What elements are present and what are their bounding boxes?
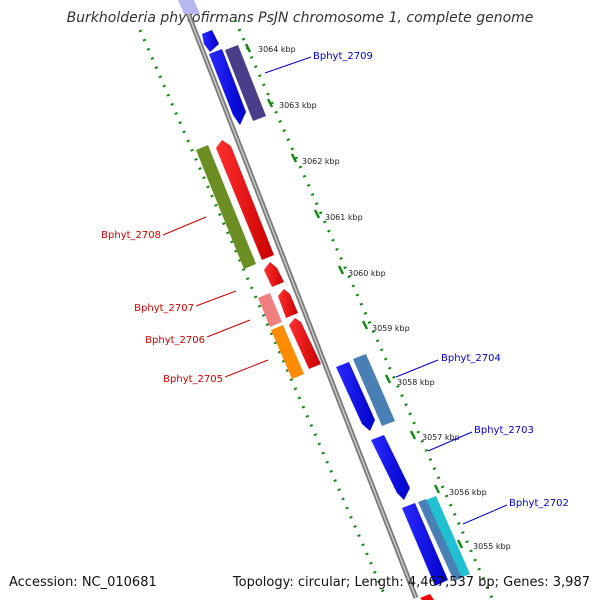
- gene-label-Bphyt_2706[interactable]: Bphyt_2706: [145, 335, 205, 346]
- gene-Bphyt_2703-bar[interactable]: [371, 435, 410, 500]
- gene-Bphyt_2705-bar[interactable]: [271, 325, 304, 379]
- gene-feature-top-blue[interactable]: [202, 30, 219, 52]
- tick-label-3060: 3060 kbp: [348, 269, 386, 278]
- gene-label-Bphyt_2704[interactable]: Bphyt_2704: [441, 353, 501, 364]
- gene-Bphyt_2707-bar[interactable]: [258, 293, 282, 327]
- tick-label-3058: 3058 kbp: [397, 378, 435, 387]
- leader-Bphyt_2705: [224, 359, 269, 378]
- gene-Bphyt_2704-bar[interactable]: [353, 354, 395, 426]
- gene-Bphyt_2709-bar[interactable]: [225, 45, 266, 121]
- kbp-ticks: [244, 43, 464, 549]
- tick-mark-3056: [433, 484, 441, 494]
- gene-label-Bphyt_2707[interactable]: Bphyt_2707: [134, 303, 194, 314]
- tick-mark-3059: [361, 320, 369, 330]
- leader-Bphyt_2703: [427, 431, 473, 452]
- leader-Bphyt_2704: [395, 359, 439, 378]
- gene-feature-blue-2709[interactable]: [209, 49, 246, 125]
- leader-Bphyt_2706: [206, 319, 251, 338]
- tick-mark-3055: [456, 539, 464, 549]
- leader-Bphyt_2707: [195, 290, 237, 307]
- tick-label-3061: 3061 kbp: [325, 213, 363, 222]
- tick-label-3055: 3055 kbp: [473, 542, 511, 551]
- gene-feature-top-faded[interactable]: [178, 0, 200, 14]
- gene-feature-red-2707[interactable]: [278, 289, 298, 318]
- tick-mark-3063: [266, 98, 274, 108]
- gene-Bphyt_2708-bar[interactable]: [196, 145, 256, 269]
- tick-label-3057: 3057 kbp: [422, 433, 460, 442]
- tick-mark-3057: [409, 430, 417, 440]
- leader-Bphyt_2708: [162, 216, 207, 236]
- tick-mark-3064: [244, 43, 252, 53]
- gene-Bphyt_2706-bar[interactable]: [289, 318, 321, 369]
- gene-label-Bphyt_2709[interactable]: Bphyt_2709: [313, 51, 373, 62]
- tick-label-3063: 3063 kbp: [279, 101, 317, 110]
- tick-mark-3061: [313, 209, 321, 219]
- gene-feature-small-red[interactable]: [264, 262, 284, 287]
- leader-Bphyt_2709: [264, 56, 312, 74]
- tick-label-3059: 3059 kbp: [372, 324, 410, 333]
- gene-feature-blue-2702[interactable]: [402, 503, 448, 586]
- tick-label-3062: 3062 kbp: [302, 157, 340, 166]
- gene-label-Bphyt_2705[interactable]: Bphyt_2705: [163, 374, 223, 385]
- gene-Bphyt_2702-bar[interactable]: [426, 496, 470, 578]
- tick-mark-3058: [384, 374, 392, 384]
- tick-label-3064: 3064 kbp: [258, 45, 296, 54]
- gene-label-Bphyt_2702[interactable]: Bphyt_2702: [509, 498, 569, 509]
- gene-feature-red-2708[interactable]: [216, 140, 274, 260]
- gene-feature-blue-2704[interactable]: [336, 362, 375, 431]
- map-title: Burkholderia phytofirmans PsJN chromosom…: [66, 10, 534, 26]
- genome-info-label: Topology: circular; Length: 4,467,537 bp…: [232, 575, 590, 590]
- gene-feature-steel-2702[interactable]: [418, 499, 462, 581]
- tick-label-3056: 3056 kbp: [449, 488, 487, 497]
- chromosome-backbone-highlight: [185, 7, 417, 599]
- accession-label: Accession: NC_010681: [9, 575, 157, 590]
- gene-label-Bphyt_2703[interactable]: Bphyt_2703: [474, 425, 534, 436]
- gene-label-Bphyt_2708[interactable]: Bphyt_2708: [101, 230, 161, 241]
- leader-Bphyt_2702: [462, 504, 508, 525]
- tick-mark-3062: [290, 153, 298, 163]
- tick-mark-3060: [337, 265, 345, 275]
- gene-feature-bottom-red[interactable]: [420, 594, 434, 600]
